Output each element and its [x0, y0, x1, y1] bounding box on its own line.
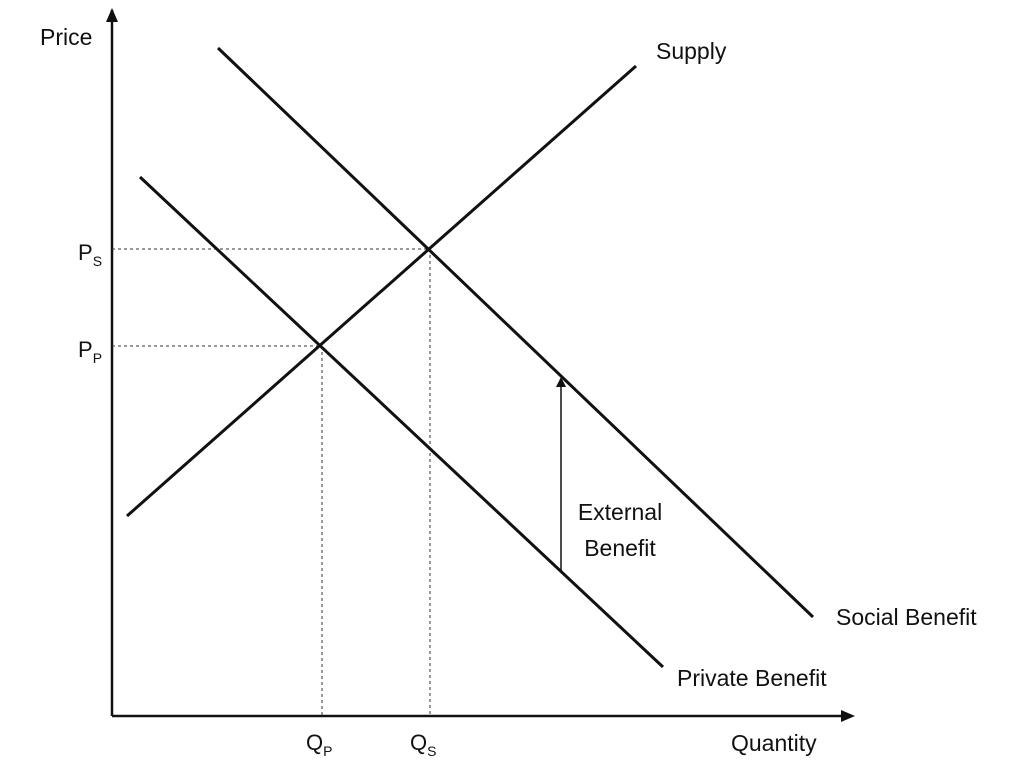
qp-tick-sub: P — [323, 743, 332, 759]
qs-tick-label: QS — [410, 730, 436, 759]
pp-tick-main: P — [78, 337, 93, 362]
pp-tick-sub: P — [93, 350, 102, 366]
private-benefit-curve — [138, 175, 665, 669]
social-benefit-curve — [216, 46, 815, 619]
external-benefit-label-line2: Benefit — [584, 535, 656, 561]
supply-curve — [126, 64, 637, 518]
ps-tick-main: P — [78, 240, 93, 265]
x-axis-label: Quantity — [731, 730, 817, 756]
qp-tick-main: Q — [306, 730, 323, 755]
supply-label: Supply — [656, 38, 727, 64]
pp-tick-label: PP — [78, 337, 102, 366]
external-benefit-label-line1: External — [578, 499, 662, 525]
qp-tick-label: QP — [306, 730, 332, 759]
y-axis-label: Price — [40, 24, 92, 50]
ps-tick-sub: S — [93, 253, 102, 269]
qs-tick-main: Q — [410, 730, 427, 755]
social-benefit-label: Social Benefit — [836, 604, 977, 630]
ps-tick-label: PS — [78, 240, 102, 269]
qs-tick-sub: S — [427, 743, 436, 759]
x-axis-arrowhead — [841, 710, 855, 722]
private-benefit-label: Private Benefit — [677, 665, 827, 691]
y-axis-arrowhead — [106, 8, 118, 22]
